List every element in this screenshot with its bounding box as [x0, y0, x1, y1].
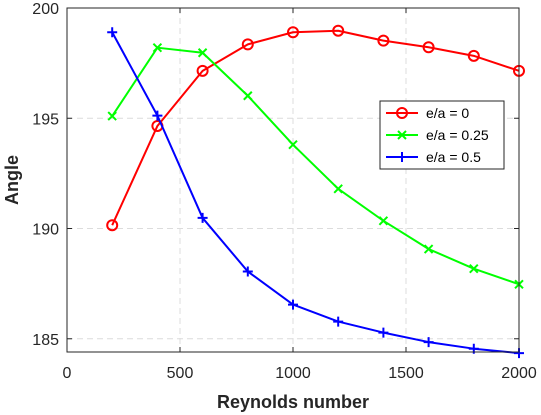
data-point [467, 49, 480, 62]
data-point [197, 212, 208, 223]
x-tick-label: 1500 [388, 365, 424, 382]
data-point [377, 34, 390, 47]
series-1 [106, 24, 525, 232]
x-tick-label: 500 [167, 365, 194, 382]
series-line [111, 46, 520, 286]
data-point [107, 27, 118, 38]
x-tick-label: 0 [63, 365, 72, 382]
legend-label: e/a = 0.5 [426, 149, 481, 165]
data-point [107, 111, 117, 121]
data-point [242, 266, 253, 277]
y-tick-label: 200 [32, 1, 59, 18]
legend-marker [396, 107, 408, 119]
data-point [243, 91, 253, 101]
data-point [332, 24, 345, 37]
series-line [111, 29, 520, 226]
data-point [423, 244, 434, 254]
x-tick-label: 1000 [275, 365, 311, 382]
data-point [378, 216, 389, 226]
y-axis-label: Angle [2, 155, 22, 205]
data-point [288, 299, 298, 310]
data-point [288, 140, 298, 150]
legend-label: e/a = 0 [426, 105, 469, 121]
data-point [333, 184, 343, 194]
series-layer [106, 24, 525, 359]
series-3 [107, 27, 524, 359]
data-point [287, 26, 299, 39]
y-tick-label: 190 [32, 222, 59, 239]
data-point [152, 110, 163, 121]
legend-item: e/a = 0 [386, 105, 469, 121]
data-point [196, 64, 209, 77]
series-line [111, 31, 520, 355]
data-point [197, 48, 208, 58]
data-point [378, 327, 389, 338]
data-point [106, 219, 119, 232]
legend-marker [397, 152, 407, 162]
legend-item: e/a = 0.25 [386, 127, 489, 143]
data-point [422, 41, 435, 54]
y-tick-label: 195 [32, 111, 59, 128]
data-point [152, 42, 163, 53]
grid [67, 8, 519, 352]
data-point [241, 38, 254, 51]
data-point [469, 263, 479, 274]
legend-label: e/a = 0.25 [426, 127, 489, 143]
x-axis-label: Reynolds number [217, 392, 369, 412]
legend-marker [397, 130, 407, 140]
data-point [423, 337, 434, 348]
legend: e/a = 0 e/a = 0.25 e/a = 0.5 [379, 100, 505, 170]
axis-ticks: 0 500 1000 1500 2000 185 190 195 200 [32, 1, 537, 382]
legend-item: e/a = 0.5 [386, 149, 481, 165]
y-tick-label: 185 [32, 332, 59, 349]
x-tick-label: 2000 [501, 365, 537, 382]
data-point [333, 316, 344, 327]
